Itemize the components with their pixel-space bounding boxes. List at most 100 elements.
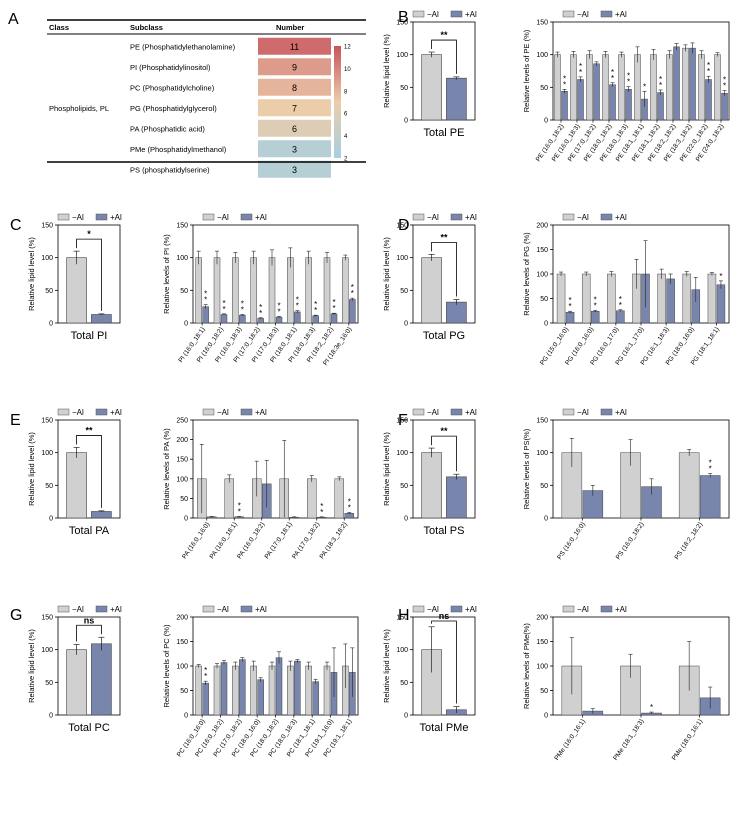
significance-star: * [579,68,582,77]
bar-plus-al [716,284,726,324]
colorbar-tick-label: 8 [344,89,348,95]
legend-label-plus-al: +Al [255,408,267,417]
bar-plus-al [590,310,600,324]
x-axis-label: Total PS [424,525,465,537]
bar-minus-al [714,54,721,121]
x-axis-label: Total PG [423,330,465,342]
legend-label-plus-al: +Al [110,408,122,417]
legend-swatch-plus-al [600,213,613,221]
significance-star: * [259,303,262,312]
legend-label-minus-al: −Al [427,605,439,614]
legend-swatch-minus-al [202,605,215,613]
legend-label-plus-al: +Al [615,213,627,222]
number-cell [258,160,331,178]
legend-swatch-plus-al [600,10,613,18]
legend-label-minus-al: −Al [217,408,229,417]
chart-E-species: 0 50 100 150 200 250 Relative levels of PA (%)… [162,418,359,560]
significance-label: ** [440,30,448,40]
y-tick-label: 50 [180,496,188,503]
significance-star: * [241,306,244,315]
legend-label-minus-al: −Al [577,213,589,222]
significance-star: * [569,302,572,311]
bar-minus-al [66,257,87,324]
bar-minus-al [707,273,717,324]
legend-label-minus-al: −Al [577,408,589,417]
legend-label-minus-al: −Al [427,213,439,222]
x-tick-label: PA (16:0_16:0) [181,521,211,560]
significance-star: * [723,76,726,85]
plot-frame [552,224,730,324]
chart-C-total: C 0 50 100 150 Relative lipid level (%) * Total… [10,217,121,342]
legend-label-minus-al: −Al [427,10,439,19]
bar-minus-al [698,54,705,121]
y-axis-label: Relative levels of PI (%) [162,234,171,314]
y-axis-label: Relative levels of PA (%) [162,428,171,510]
significance-label: ** [440,426,448,436]
significance-bracket [431,242,457,297]
bar-minus-al [305,257,312,324]
x-axis-label: Total PC [68,722,110,734]
bar-plus-al [565,311,575,324]
bar-plus-al [312,315,319,324]
bar-plus-al [446,476,467,519]
y-tick-label: 0 [404,118,408,125]
y-tick-label: 0 [49,321,53,328]
bar-plus-al [294,311,301,324]
plot-frame [57,616,121,716]
x-axis-label: Total PMe [420,722,469,734]
panel-letter-h: H [398,607,410,624]
panel-letter-e: E [10,412,21,429]
bar-plus-al [657,92,664,121]
bar-plus-al [593,63,600,121]
significance-star: * [222,305,225,314]
chart-H-total: H 0 50 100 150 Relative lipid level (%) ns Tota… [382,607,476,734]
bar-minus-al [250,665,257,716]
y-tick-label: 150 [396,615,408,622]
y-tick-label: 100 [536,272,548,279]
bar-plus-al [673,46,680,121]
significance-star: * [320,508,323,517]
bar-minus-al [421,54,442,121]
bar-plus-al [330,313,338,324]
chart-H-species: 0 50 100 150 200 Relative levels of PMe(%) PMe… [522,615,730,762]
number-value: 7 [292,103,297,113]
colorbar-tick-label: 12 [344,45,351,51]
plot-frame [57,224,121,324]
y-axis-label: Relative lipid level (%) [27,432,36,506]
y-tick-label: 100 [536,450,548,457]
significance-star: * [314,300,317,309]
legend-label-plus-al: +Al [465,213,477,222]
significance-star: * [594,295,597,304]
bar-minus-al [570,54,577,121]
bar-minus-al [650,54,657,121]
bar-minus-al [224,478,234,519]
bar-minus-al [607,273,616,324]
y-tick-label: 150 [176,639,188,646]
subclass-label: PE (Phosphatidylethanolamine) [130,42,236,51]
bar-plus-al [689,47,696,121]
legend-swatch-minus-al [412,605,425,613]
significance-star: * [707,61,710,70]
significance-star: * [332,298,335,307]
significance-star: * [594,301,597,310]
panel-letter-c: C [10,217,22,234]
x-tick-label: PA (17:0_18:2) [291,521,321,560]
y-axis-label: Relative levels of PS(%) [522,428,531,509]
y-axis-label: Relative lipid level (%) [382,629,391,703]
number-cell [258,37,331,55]
colorbar-tick-label: 6 [344,112,348,118]
y-tick-label: 100 [41,255,53,262]
significance-label: * [87,229,91,239]
legend-label-plus-al: +Al [615,10,627,19]
y-tick-label: 50 [540,296,548,303]
y-tick-label: 50 [400,680,408,687]
subclass-label: PMe (Phosphatidylmethanol) [130,145,227,154]
legend-label-plus-al: +Al [465,605,477,614]
chart-E-total: E 0 50 100 150 Relative lipid level (%) ** Tota… [10,412,121,537]
number-cell [258,119,331,137]
bar-minus-al [268,665,276,716]
y-axis-label: Relative levels of PE (%) [522,29,531,112]
